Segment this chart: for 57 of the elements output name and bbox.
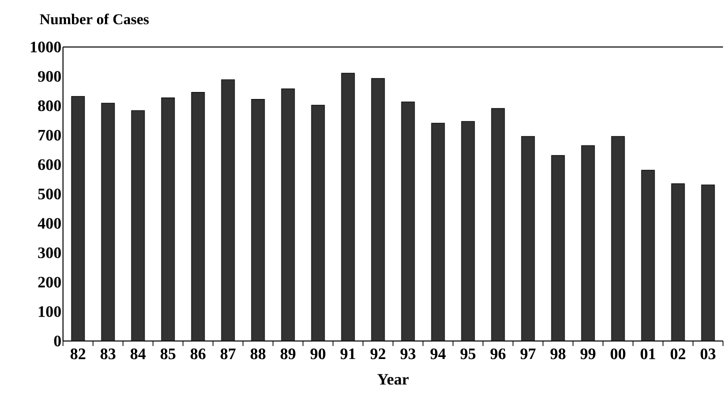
y-tick-label: 800 <box>38 100 61 112</box>
x-tick-label: 98 <box>550 348 566 360</box>
bar <box>521 136 535 341</box>
x-tick-label: 97 <box>520 348 536 360</box>
y-tick-label: 500 <box>38 188 61 200</box>
bar <box>251 99 265 341</box>
bar <box>491 108 505 341</box>
bar <box>641 170 655 341</box>
y-tick-label: 0 <box>54 336 61 346</box>
x-tick-label: 91 <box>340 348 356 360</box>
x-tick-label: 99 <box>580 348 596 360</box>
x-tick-label: 86 <box>190 348 206 360</box>
x-tick-label: 88 <box>250 348 266 360</box>
x-tick-label: 94 <box>430 348 446 360</box>
x-tick-label: 85 <box>160 348 176 360</box>
x-tick-label: 82 <box>70 348 86 360</box>
x-tick-label: 03 <box>700 348 716 360</box>
x-tick-label: 95 <box>460 348 476 360</box>
bar <box>101 102 115 341</box>
x-tick-label: 89 <box>280 348 296 360</box>
bar <box>701 184 715 341</box>
bar <box>581 145 595 341</box>
x-axis-title: Year <box>377 374 409 385</box>
bar <box>611 136 625 341</box>
y-tick-label: 200 <box>38 276 61 288</box>
bar <box>191 92 205 341</box>
y-tick-label: 600 <box>38 159 61 170</box>
y-tick-label: 700 <box>38 130 61 141</box>
bar <box>461 121 475 341</box>
x-tick-label: 00 <box>610 348 626 360</box>
x-tick-label: 96 <box>490 348 506 360</box>
bar <box>671 183 685 341</box>
bar <box>371 78 385 341</box>
x-tick-label: 84 <box>130 348 146 360</box>
x-tick-label: 83 <box>100 348 116 360</box>
bar <box>131 110 145 341</box>
bar <box>221 79 235 341</box>
x-tick-label: 01 <box>640 348 656 360</box>
bar <box>161 98 175 341</box>
y-tick-label: 900 <box>38 71 61 82</box>
y-tick-label: 1000 <box>30 42 61 52</box>
bar <box>551 155 565 341</box>
bar <box>311 104 325 341</box>
y-tick-label: 300 <box>38 247 61 258</box>
chart-title: Number of Cases <box>40 14 149 24</box>
x-tick-label: 02 <box>670 348 686 360</box>
x-tick-label: 90 <box>310 348 326 360</box>
x-tick-label: 87 <box>220 348 236 360</box>
x-tick-label: 93 <box>400 348 416 360</box>
y-tick-label: 400 <box>38 218 61 229</box>
bar <box>281 88 295 341</box>
bar <box>401 102 415 341</box>
bar <box>341 72 355 341</box>
bar <box>431 122 445 341</box>
bar <box>71 96 85 341</box>
x-tick-label: 92 <box>370 348 386 360</box>
y-tick-label: 100 <box>38 306 61 317</box>
